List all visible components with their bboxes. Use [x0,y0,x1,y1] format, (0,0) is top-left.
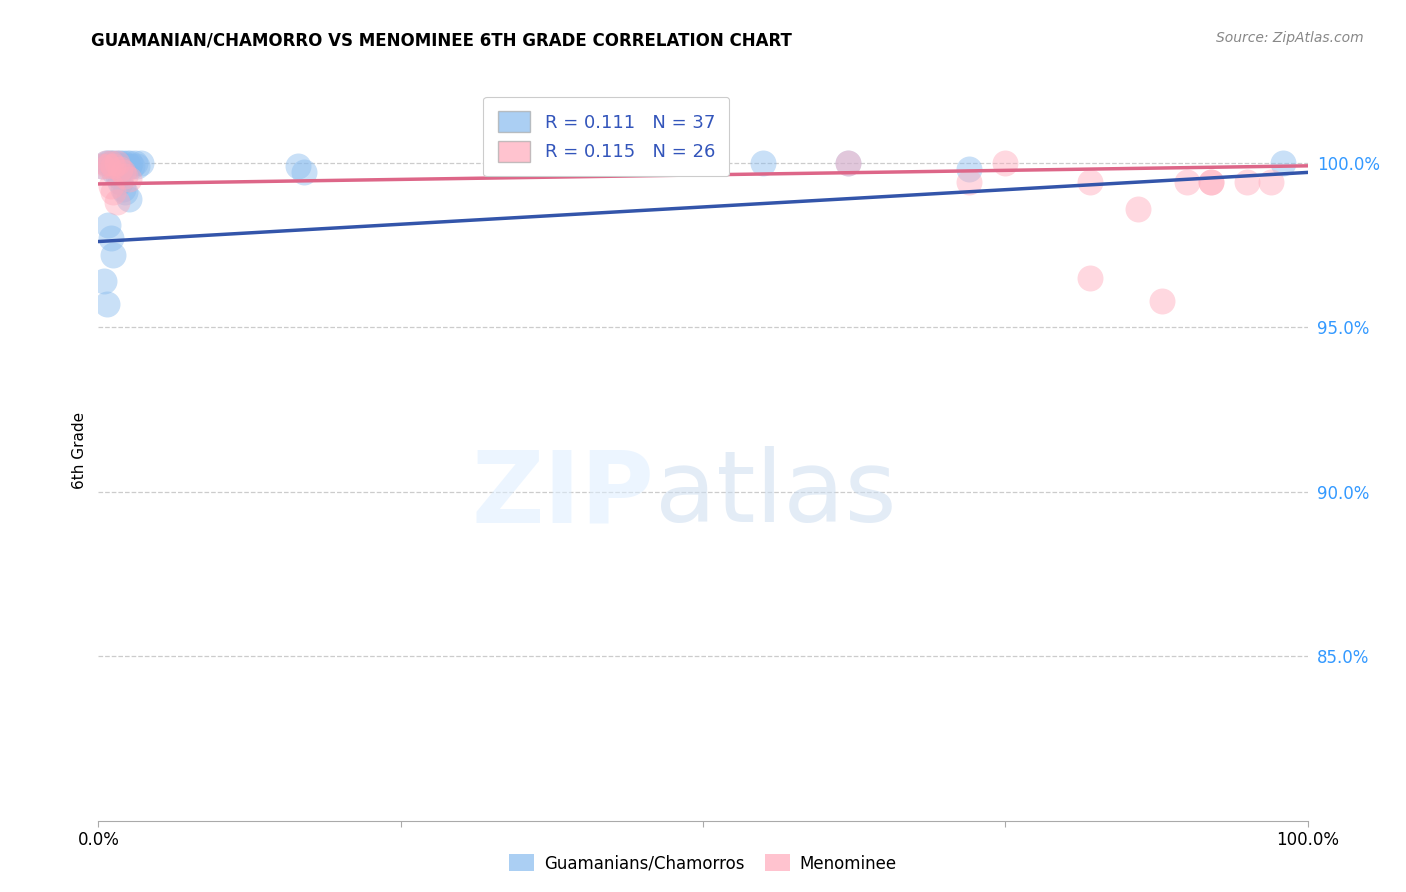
Point [101,248,124,262]
Point [994,155,1017,169]
Point [96,297,118,311]
Point [486,155,509,169]
Point [91,159,114,173]
Legend: Guamanians/Chamorros, Menominee: Guamanians/Chamorros, Menominee [502,847,904,880]
Point [127,159,149,173]
Point [837,155,859,169]
Point [97,218,120,232]
Point [1199,175,1222,189]
Point [118,192,141,206]
Point [103,165,125,179]
Text: atlas: atlas [655,446,896,543]
Point [114,169,136,183]
Point [103,159,125,173]
Text: Source: ZipAtlas.com: Source: ZipAtlas.com [1216,31,1364,45]
Point [124,155,146,169]
Point [1078,270,1101,285]
Point [97,155,120,169]
Point [287,159,309,173]
Point [292,165,315,179]
Point [1260,175,1282,189]
Point [1199,175,1222,189]
Legend: R = 0.111   N = 37, R = 0.115   N = 26: R = 0.111 N = 37, R = 0.115 N = 26 [484,96,730,177]
Point [111,155,134,169]
Point [752,155,775,169]
Point [94,155,117,169]
Point [129,155,152,169]
Point [110,159,132,173]
Y-axis label: 6th Grade: 6th Grade [72,412,87,489]
Point [107,169,129,183]
Text: GUAMANIAN/CHAMORRO VS MENOMINEE 6TH GRADE CORRELATION CHART: GUAMANIAN/CHAMORRO VS MENOMINEE 6TH GRAD… [91,31,792,49]
Point [1078,175,1101,189]
Point [105,155,128,169]
Point [108,175,131,189]
Point [118,159,141,173]
Point [837,155,859,169]
Point [114,185,136,199]
Point [101,185,124,199]
Point [111,182,134,196]
Point [118,155,141,169]
Point [94,155,117,169]
Point [112,159,135,173]
Point [97,159,120,173]
Point [117,155,139,169]
Point [1236,175,1258,189]
Point [114,159,136,173]
Point [91,159,114,173]
Point [100,155,122,169]
Point [105,155,128,169]
Point [1175,175,1198,189]
Point [108,155,131,169]
Text: ZIP: ZIP [472,446,655,543]
Point [121,159,143,173]
Point [101,155,124,169]
Point [1272,155,1295,169]
Point [93,274,115,288]
Point [111,165,134,179]
Point [957,175,980,189]
Point [100,231,122,245]
Point [957,162,980,177]
Point [1128,202,1150,216]
Point [118,172,141,186]
Point [105,194,128,209]
Point [101,159,124,173]
Point [107,159,129,173]
Point [100,178,122,193]
Point [108,162,131,177]
Point [100,155,122,169]
Point [1152,293,1174,308]
